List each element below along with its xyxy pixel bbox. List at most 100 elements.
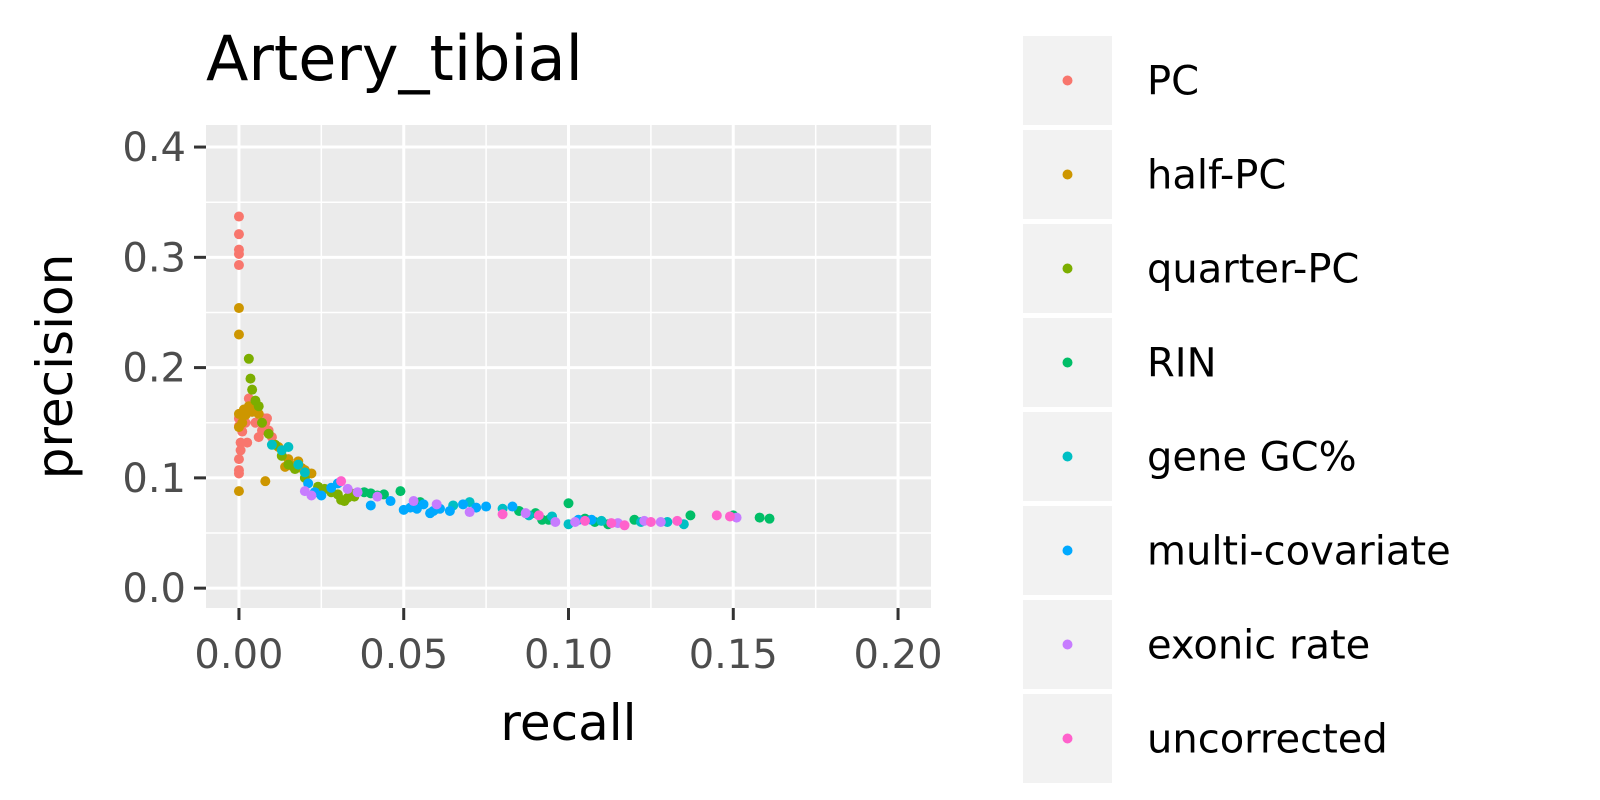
legend-label: half-PC [1147, 153, 1286, 199]
legend-item: uncorrected [1023, 694, 1388, 783]
data-point [563, 498, 574, 509]
data-point [619, 520, 630, 531]
data-point [497, 509, 508, 520]
legend: PC half-PC quarter-PC RIN gene GC% multi-cova… [1023, 36, 1451, 783]
data-point [458, 499, 469, 510]
legend-marker [1062, 733, 1073, 744]
data-point [550, 516, 561, 527]
data-point [418, 499, 429, 510]
x-axis: 0.00 0.05 0.10 0.15 0.20 [194, 608, 943, 678]
y-tick-label: 0.0 [122, 566, 186, 612]
data-point [233, 329, 244, 340]
data-point [235, 445, 246, 456]
data-point [233, 303, 244, 314]
data-point [685, 510, 696, 521]
legend-item: half-PC [1023, 130, 1286, 219]
data-point [520, 508, 531, 519]
data-point [395, 486, 406, 497]
data-point [266, 439, 277, 450]
legend-item: quarter-PC [1023, 224, 1359, 313]
y-tick-label: 0.3 [122, 235, 186, 281]
data-point [764, 513, 775, 524]
data-point [245, 373, 256, 384]
data-point [233, 211, 244, 222]
data-point [306, 490, 317, 501]
data-point [533, 510, 544, 521]
data-point [253, 408, 264, 419]
data-point [242, 437, 253, 448]
data-point [645, 516, 656, 527]
legend-marker [1062, 263, 1073, 274]
legend-marker [1062, 169, 1073, 180]
legend-label: RIN [1147, 341, 1217, 387]
legend-label: uncorrected [1147, 717, 1388, 763]
legend-label: exonic rate [1147, 623, 1370, 669]
data-points [233, 211, 775, 531]
x-axis-title: recall [500, 694, 636, 752]
data-point [233, 249, 244, 260]
data-point [336, 476, 347, 487]
data-point [596, 515, 607, 526]
data-point [283, 442, 294, 452]
data-point [724, 511, 735, 522]
legend-item: PC [1023, 36, 1199, 125]
data-point [299, 467, 310, 478]
data-point [507, 501, 518, 512]
data-point [247, 384, 258, 395]
chart-title: Artery_tibial [206, 22, 583, 95]
data-point [233, 260, 244, 271]
data-point [243, 353, 254, 364]
data-point [365, 500, 376, 511]
series-uncorrected [336, 476, 735, 531]
data-point [233, 454, 244, 465]
data-point [754, 512, 765, 523]
data-point [237, 417, 248, 428]
legend-item: exonic rate [1023, 600, 1370, 689]
data-point [257, 417, 268, 428]
legend-marker [1062, 75, 1073, 86]
data-point [352, 487, 363, 498]
x-tick-label: 0.10 [524, 632, 613, 678]
data-point [303, 478, 314, 489]
data-point [579, 515, 590, 526]
legend-marker [1062, 357, 1073, 368]
data-point [263, 428, 274, 439]
legend-item: multi-covariate [1023, 506, 1451, 595]
data-point [385, 496, 396, 507]
data-point [408, 496, 419, 507]
legend-marker [1062, 639, 1073, 650]
legend-item: RIN [1023, 318, 1217, 407]
legend-marker [1062, 545, 1073, 556]
legend-label: PC [1147, 59, 1199, 105]
x-tick-label: 0.05 [359, 632, 448, 678]
data-point [606, 518, 617, 529]
y-tick-label: 0.2 [122, 346, 186, 392]
data-point [233, 486, 244, 497]
x-tick-label: 0.00 [194, 632, 283, 678]
data-point [655, 516, 666, 527]
data-point [233, 468, 244, 479]
y-axis-title: precision [26, 254, 84, 480]
data-point [253, 401, 264, 412]
series-exonic-rate [299, 483, 742, 529]
legend-item: gene GC% [1023, 412, 1357, 501]
data-point [570, 516, 581, 527]
x-tick-label: 0.20 [854, 632, 943, 678]
data-point [431, 499, 442, 510]
data-point [293, 459, 304, 470]
data-point [260, 476, 271, 487]
data-point [672, 515, 683, 526]
data-point [233, 229, 244, 240]
legend-marker [1062, 451, 1073, 462]
data-point [316, 490, 327, 501]
legend-label: multi-covariate [1147, 529, 1451, 575]
y-tick-label: 0.4 [122, 125, 186, 171]
data-point [464, 507, 475, 518]
data-point [444, 505, 455, 516]
data-point [711, 510, 722, 521]
data-point [481, 501, 492, 512]
legend-label: gene GC% [1147, 435, 1357, 481]
y-axis: 0.0 0.1 0.2 0.3 0.4 [122, 125, 206, 612]
series-pc [233, 211, 277, 479]
